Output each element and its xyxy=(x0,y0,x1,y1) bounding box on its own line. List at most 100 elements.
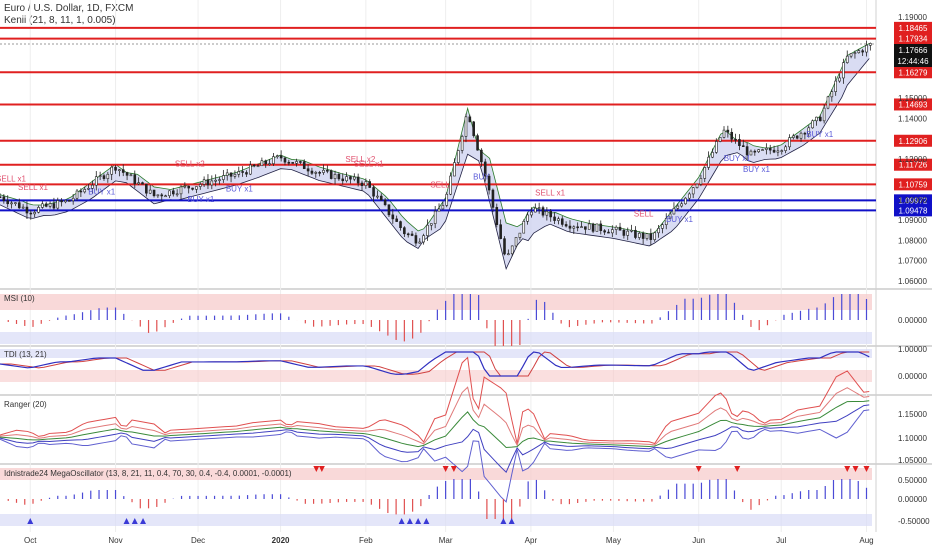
candle-body xyxy=(395,218,398,222)
candle-body xyxy=(29,212,33,215)
candle-body xyxy=(156,194,160,197)
candle-body xyxy=(356,176,360,184)
time-label-6: Apr xyxy=(525,536,538,545)
price-tick-1: 1.15000 xyxy=(898,94,927,103)
osc-buy-marker xyxy=(508,518,515,524)
candle-body xyxy=(349,176,352,180)
candle-body xyxy=(21,206,25,209)
ranger-line-3 xyxy=(0,409,870,503)
candle-body xyxy=(71,197,75,202)
candle-body xyxy=(468,116,472,123)
candle-body xyxy=(626,230,630,236)
candle-body xyxy=(453,162,456,177)
price-tick-4: 1.10000 xyxy=(898,196,927,205)
signal-label-11: SELL xyxy=(634,209,654,218)
candle-body xyxy=(333,174,337,179)
candle-body xyxy=(507,253,510,256)
candle-body xyxy=(699,178,703,185)
candle-body xyxy=(811,120,814,129)
candle-body xyxy=(2,196,6,201)
level-tag-8 xyxy=(894,204,932,217)
ranger-line-2 xyxy=(0,404,870,474)
candle-body xyxy=(822,107,826,122)
countdown-label: 12:44:46 xyxy=(897,57,929,66)
candle-body xyxy=(106,173,110,179)
candle-body xyxy=(237,171,241,175)
osc-buy-marker xyxy=(27,518,34,524)
candle-body xyxy=(445,193,449,206)
tdi-main-line xyxy=(0,351,870,377)
candle-body xyxy=(530,211,533,216)
time-label-5: Mar xyxy=(439,536,453,545)
candle-body xyxy=(865,45,868,53)
candle-body xyxy=(730,131,734,140)
osc-buy-marker xyxy=(415,518,422,524)
candle-body xyxy=(534,207,537,213)
candle-body xyxy=(441,205,445,210)
candle-body xyxy=(576,226,579,229)
candle-body xyxy=(607,231,610,234)
candle-body xyxy=(584,226,587,230)
candle-body xyxy=(869,43,872,46)
candle-body xyxy=(249,164,252,175)
candle-body xyxy=(91,184,94,189)
signal-label-13: BUY x1 xyxy=(724,154,752,163)
level-label-3: 1.14693 xyxy=(899,100,928,109)
indicator-label: Kenii (21, 8, 11, 1, 0.005) xyxy=(4,15,116,26)
candle-body xyxy=(784,146,787,151)
candle-body xyxy=(741,145,745,147)
candle-body xyxy=(79,190,83,193)
candle-body xyxy=(314,172,318,174)
candle-body xyxy=(757,149,760,153)
candle-body xyxy=(60,200,63,203)
time-label-10: Aug xyxy=(859,536,873,545)
candle-body xyxy=(799,132,803,139)
candle-body xyxy=(175,193,179,196)
candle-body xyxy=(56,200,60,209)
candle-body xyxy=(595,223,599,232)
candle-body xyxy=(379,195,383,201)
price-tick-0: 1.19000 xyxy=(898,13,927,22)
candle-body xyxy=(522,221,526,234)
signal-label-8: SELL xyxy=(430,181,450,190)
level-tag-2 xyxy=(894,66,932,79)
candle-body xyxy=(803,132,807,135)
ranger-line-4 xyxy=(0,400,870,448)
candle-body xyxy=(618,226,622,231)
candle-body xyxy=(726,129,730,133)
candle-body xyxy=(252,164,256,167)
candle-body xyxy=(715,141,718,153)
candle-body xyxy=(541,207,545,216)
candle-body xyxy=(68,200,71,202)
candle-body xyxy=(260,160,264,167)
level-label-7: 1.09972 xyxy=(899,196,928,205)
osc-buy-marker xyxy=(140,518,147,524)
candle-body xyxy=(491,189,495,208)
candle-body xyxy=(206,179,210,186)
candle-body xyxy=(645,233,649,239)
candle-body xyxy=(326,169,329,172)
candle-body xyxy=(233,174,237,177)
candle-body xyxy=(310,170,314,174)
candle-body xyxy=(691,187,695,195)
candle-body xyxy=(37,207,40,213)
candle-body xyxy=(41,203,44,208)
ranger-line-0 xyxy=(0,356,870,445)
tdi-upper-zone xyxy=(0,349,872,358)
candle-body xyxy=(360,182,364,186)
candle-body xyxy=(849,53,853,57)
candle-body xyxy=(772,149,776,153)
candle-body xyxy=(44,203,48,207)
osc-sell-marker xyxy=(852,466,859,472)
candle-body xyxy=(141,182,144,185)
candle-body xyxy=(568,225,572,229)
countdown-tag xyxy=(894,56,932,67)
candle-body xyxy=(295,161,298,164)
candle-body xyxy=(410,233,414,236)
msi-upper-zone xyxy=(0,294,872,310)
candle-body xyxy=(52,203,56,209)
candle-body xyxy=(329,170,333,179)
candle-body xyxy=(753,150,757,153)
candle-body xyxy=(152,189,156,197)
